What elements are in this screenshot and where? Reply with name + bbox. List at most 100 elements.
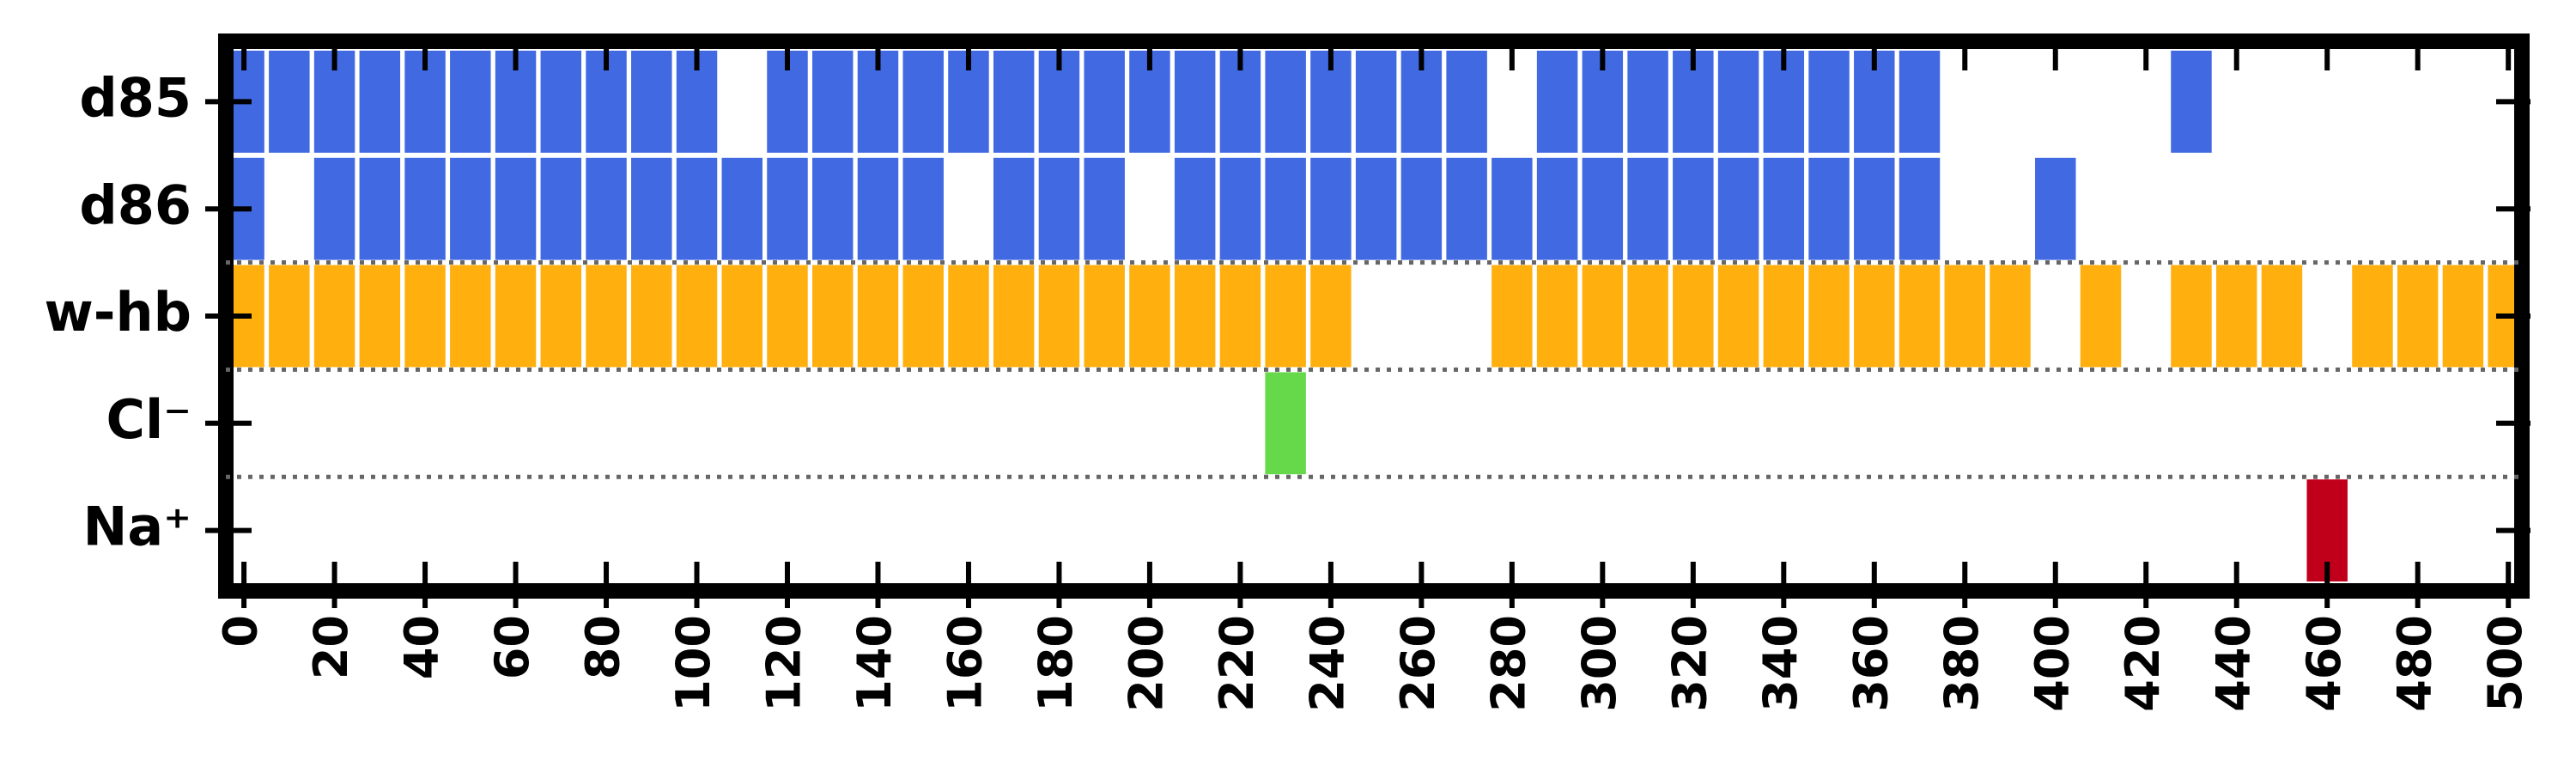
bar	[2352, 265, 2393, 368]
bar	[2261, 265, 2303, 368]
bar	[404, 265, 446, 368]
bar	[450, 51, 491, 153]
bar	[1627, 265, 1668, 368]
x-tick-label: 40	[395, 615, 449, 679]
bar	[902, 265, 944, 368]
bar	[631, 51, 672, 153]
x-tick-label: 20	[304, 615, 358, 679]
x-tick-label: 480	[2387, 615, 2441, 712]
bar	[269, 51, 310, 153]
bar	[993, 51, 1035, 153]
bar	[1084, 265, 1125, 368]
bar	[812, 51, 854, 153]
x-tick-label: 440	[2206, 615, 2260, 712]
x-tick-label: 280	[1482, 615, 1536, 712]
bar	[1355, 51, 1397, 153]
bar	[676, 265, 718, 368]
x-tick-label: 320	[1662, 615, 1716, 712]
bar	[1717, 265, 1759, 368]
bar	[767, 265, 808, 368]
bar	[993, 157, 1035, 260]
bar	[631, 157, 672, 260]
bar	[540, 51, 582, 153]
bar	[1446, 51, 1487, 153]
bar	[1627, 157, 1668, 260]
bar	[540, 157, 582, 260]
x-tick-label: 160	[939, 615, 993, 712]
bar	[404, 157, 446, 260]
bar	[1265, 372, 1306, 475]
x-tick-label: 400	[2025, 615, 2079, 712]
y-tick-label: Na⁺	[83, 496, 191, 558]
x-tick-label: 500	[2478, 615, 2532, 712]
bar	[721, 157, 762, 260]
bar	[1582, 265, 1624, 368]
x-tick-label: 120	[757, 615, 811, 712]
bar	[993, 265, 1035, 368]
bar	[1400, 157, 1443, 260]
bar	[1084, 157, 1125, 260]
bar	[767, 157, 808, 260]
bar	[1808, 157, 1850, 260]
bar	[313, 157, 355, 260]
bar	[1038, 265, 1080, 368]
x-tick-label: 100	[666, 615, 720, 712]
bar	[812, 157, 854, 260]
bar	[1310, 157, 1352, 260]
bar	[359, 157, 401, 260]
bar	[1763, 157, 1805, 260]
x-tick-label: 460	[2297, 615, 2351, 712]
bar	[1899, 157, 1941, 260]
bar	[1265, 157, 1306, 260]
x-tick-label: 220	[1210, 615, 1264, 712]
bar	[2397, 265, 2439, 368]
bar	[586, 157, 627, 260]
bar	[1717, 51, 1759, 153]
x-tick-label: 340	[1753, 615, 1807, 712]
bar	[2442, 265, 2484, 368]
bar	[450, 157, 491, 260]
bar	[1219, 157, 1261, 260]
bar	[359, 265, 401, 368]
bar	[1084, 51, 1125, 153]
x-tick-label: 240	[1301, 615, 1355, 712]
x-tick-label: 380	[1935, 615, 1989, 712]
bar	[1536, 265, 1578, 368]
x-tick-label: 0	[214, 615, 268, 648]
bar	[586, 265, 627, 368]
bar	[1038, 157, 1080, 260]
bar	[1174, 51, 1216, 153]
bar	[450, 265, 491, 368]
bar	[1536, 157, 1578, 260]
x-tick-label: 360	[1844, 615, 1898, 712]
bar	[1355, 157, 1397, 260]
bar	[1854, 157, 1895, 260]
bar	[857, 265, 899, 368]
x-tick-label: 80	[576, 615, 630, 679]
x-tick-label: 140	[848, 615, 902, 712]
bar	[495, 157, 537, 260]
y-tick-label: d85	[79, 66, 191, 129]
bar	[1536, 51, 1578, 153]
bar	[1808, 51, 1850, 153]
bar	[1265, 265, 1306, 368]
y-tick-label: Cl⁻	[106, 388, 191, 451]
bar	[2171, 51, 2212, 153]
bar	[812, 265, 854, 368]
bar	[1899, 51, 1941, 153]
bar	[269, 265, 310, 368]
x-tick-label: 300	[1572, 615, 1626, 712]
bar	[1492, 265, 1533, 368]
bar	[1763, 265, 1805, 368]
bar	[857, 157, 899, 260]
bar	[1446, 157, 1487, 260]
y-tick-label: w-hb	[44, 281, 191, 344]
bar	[313, 265, 355, 368]
bar	[495, 265, 537, 368]
bar	[2080, 265, 2122, 368]
bar	[540, 265, 582, 368]
bar	[721, 265, 762, 368]
bar	[1219, 265, 1261, 368]
bar	[1944, 265, 1986, 368]
bar	[1265, 51, 1306, 153]
